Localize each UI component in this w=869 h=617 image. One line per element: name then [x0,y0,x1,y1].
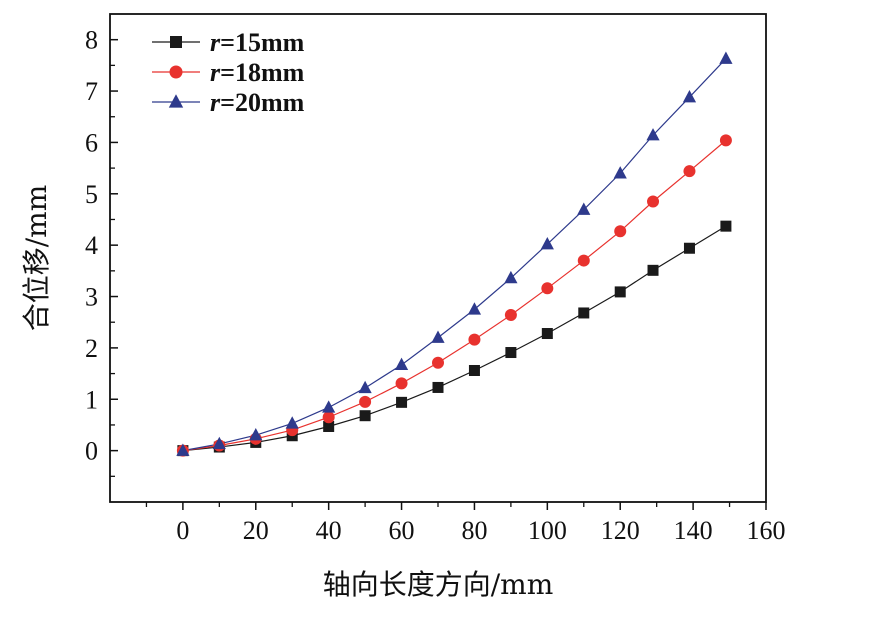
data-point-circle [169,65,183,79]
data-point-square [468,364,480,376]
data-point-triangle [540,236,554,250]
data-point-triangle [322,400,336,413]
y-tick-label: 4 [85,231,98,260]
data-point-square [647,264,659,276]
data-point-square [323,420,335,432]
plot-frame [109,13,767,503]
y-tick-label: 5 [85,180,98,209]
series-line [182,58,727,452]
data-point-square [505,347,517,359]
data-point-circle [541,282,554,295]
data-point-square [170,36,182,48]
x-axis-title: 轴向长度方向/mm [323,568,554,601]
data-point-triangle [176,443,190,456]
axis-ticks [110,38,767,510]
x-tick-label: 120 [601,516,640,545]
data-point-circle [504,309,517,322]
x-tick-label: 100 [528,516,567,545]
data-point-triangle [613,166,627,179]
data-point-circle [577,254,590,267]
data-point-triangle [394,357,409,371]
y-tick-label: 0 [85,437,98,466]
y-tick-label: 7 [85,77,98,106]
legend-label: r=15mm [210,28,305,57]
data-point-triangle [719,51,733,64]
data-point-circle [359,395,372,408]
series-lines [182,58,727,452]
data-point-circle [647,195,660,208]
data-point-square [432,381,444,393]
data-point-circle [614,225,627,238]
data-point-square [720,220,732,232]
data-point-circle [683,165,696,178]
x-tick-label: 0 [176,516,189,545]
series-line [182,225,727,452]
data-point-square [541,328,553,340]
legend-label: r=18mm [210,58,305,87]
data-point-square [683,242,695,254]
series-line [182,139,727,452]
data-point-triangle [431,330,445,343]
legend-label: r=20mm [210,88,305,117]
x-tick-label: 60 [389,516,415,545]
data-point-triangle [646,128,660,141]
data-point-triangle [577,202,591,215]
data-point-triangle [467,302,482,315]
x-tick-label: 80 [461,516,487,545]
y-tick-label: 2 [85,334,98,363]
data-point-triangle [168,94,184,108]
data-point-circle [719,134,732,147]
data-point-circle [395,377,408,390]
x-tick-label: 160 [747,516,786,545]
y-axis-title: 合位移/mm [20,185,53,332]
x-tick-label: 20 [243,516,269,545]
x-tick-label: 140 [674,516,713,545]
data-point-circle [322,411,335,424]
data-point-triangle [504,270,518,284]
y-tick-label: 6 [85,128,98,157]
x-tick-label: 40 [316,516,342,545]
series-markers [176,51,733,457]
data-point-triangle [358,380,372,394]
data-point-triangle [212,436,226,450]
data-point-triangle [249,428,263,441]
data-point-circle [432,356,444,369]
data-point-square [396,396,408,408]
data-point-triangle [682,90,697,103]
y-tick-label: 1 [85,385,98,414]
data-point-circle [468,333,481,346]
data-point-triangle [285,416,299,429]
data-point-square [578,307,590,319]
y-tick-label: 3 [85,283,98,312]
data-point-square [359,410,371,422]
y-tick-label: 8 [85,26,98,55]
axis-tick-labels: 0 20 40 60 80 100 120 140 160 0 1 2 3 4 5 6 7 8 [85,26,786,545]
data-point-square [614,286,626,298]
